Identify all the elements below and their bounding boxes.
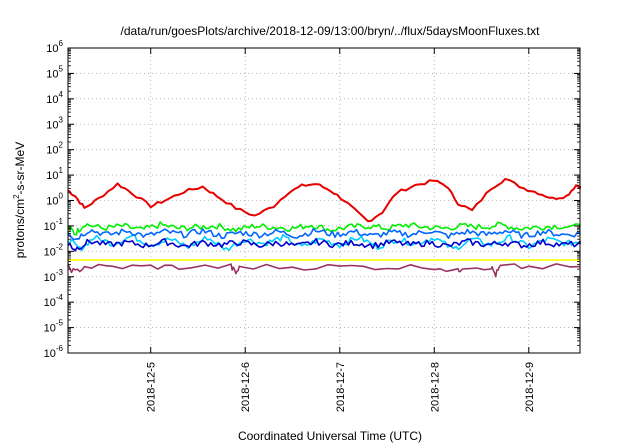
y-tick-label: 103 [46, 115, 63, 131]
series-line [67, 227, 581, 241]
y-tick-label: 10-3 [44, 268, 64, 284]
x-tick-label: 2018-12-9 [524, 362, 536, 412]
y-tick-label: 10-2 [44, 242, 64, 258]
y-tick-label: 10-4 [44, 293, 64, 309]
series-line [67, 263, 581, 278]
y-axis-label: protons/cm2-s-sr-MeV [12, 142, 27, 258]
y-tick-label: 106 [46, 39, 63, 55]
x-tick-label: 2018-12-7 [335, 362, 347, 412]
x-tick-label: 2018-12-6 [240, 362, 252, 412]
y-tick-label: 104 [46, 90, 63, 106]
x-tick-label: 2018-12-8 [429, 362, 441, 412]
x-tick-label: 2018-12-5 [146, 362, 158, 412]
y-tick-label: 10-5 [44, 319, 64, 335]
x-axis-label: Coordinated Universal Time (UTC) [238, 429, 422, 443]
y-tick-label: 100 [46, 192, 63, 208]
grid [68, 48, 580, 353]
series-line [67, 221, 581, 236]
series-layer [67, 177, 581, 278]
y-tick-label: 102 [46, 141, 63, 157]
series-line [67, 233, 581, 252]
y-tick-label: 105 [46, 64, 63, 80]
y-tick-label: 101 [46, 166, 63, 182]
y-tick-label: 10-6 [44, 344, 64, 360]
series-line [67, 237, 581, 252]
y-tick-label: 10-1 [44, 217, 64, 233]
chart-title: /data/run/goesPlots/archive/2018-12-09/1… [121, 24, 541, 38]
series-line [67, 177, 581, 223]
ticks: 10-6 10-5 10-4 10-3 10-2 10-1 100 101 102 103 104 1… [44, 39, 580, 412]
